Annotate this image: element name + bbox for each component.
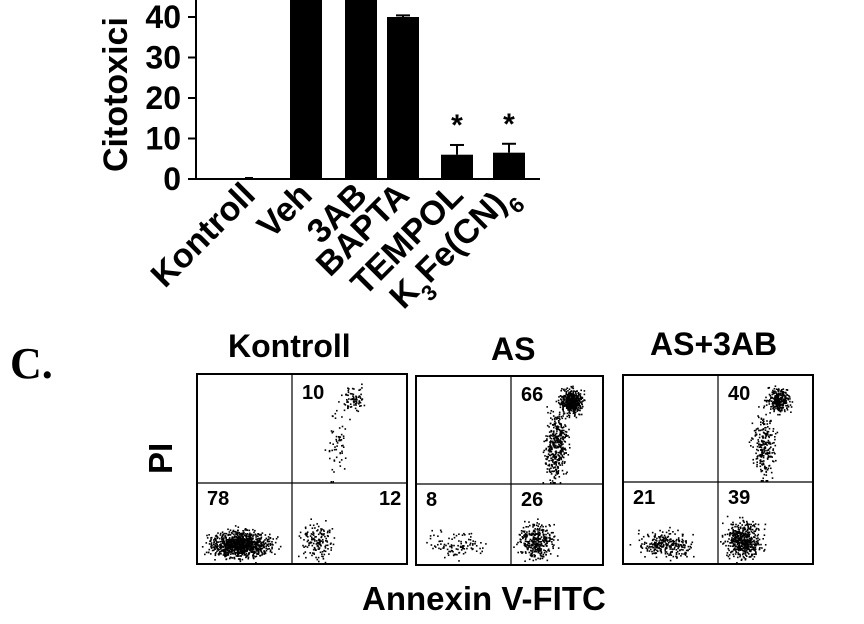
event-dots bbox=[201, 383, 366, 564]
quadrant-label-bg bbox=[205, 488, 231, 509]
quadrant-label-bg bbox=[519, 384, 545, 405]
y-ticks: 01020304050 bbox=[145, 0, 196, 197]
x-tick-label: Veh bbox=[250, 176, 320, 246]
flow-cytometry-plots: 10 78 12 66 8 26 40 21 39 bbox=[196, 373, 814, 566]
event-dots bbox=[629, 385, 794, 564]
quadrant-label-bg bbox=[631, 487, 657, 508]
flow-plot-2: 66 8 26 bbox=[415, 375, 604, 566]
flow-plot-3: 40 21 39 bbox=[622, 374, 814, 565]
x-axis-label-annexin: Annexin V-FITC bbox=[362, 580, 606, 617]
bar-tempol bbox=[441, 154, 473, 179]
quadrant-label-bg bbox=[377, 488, 403, 509]
event-dots bbox=[426, 385, 586, 562]
quadrant-label-bg bbox=[726, 487, 752, 508]
quadrant-label-bg bbox=[424, 489, 450, 510]
flow-plot-frame bbox=[415, 375, 604, 566]
quadrant-percent-lower-left: 21 bbox=[633, 487, 655, 509]
quadrant-percent-upper-right: 66 bbox=[521, 384, 543, 406]
quadrant-percent-lower-left: 8 bbox=[426, 489, 437, 511]
flow-plot-title-as-3ab: AS+3AB bbox=[650, 326, 777, 362]
quadrant-percent-upper-right: 40 bbox=[728, 383, 750, 405]
x-tick-label-part: Veh bbox=[250, 176, 320, 246]
y-axis-label-pi: PI bbox=[142, 443, 179, 474]
quadrant-label-bg bbox=[519, 489, 545, 510]
bar-k3fe-cn-6 bbox=[493, 152, 525, 179]
panel-label: C. bbox=[10, 339, 53, 388]
bar-chart: Citotoxici 01020304050 ** KontrollVeh3AB… bbox=[97, 0, 540, 316]
y-tick-label: 10 bbox=[145, 121, 181, 157]
significance-marker: * bbox=[451, 109, 463, 142]
quadrant-label-bg bbox=[726, 383, 752, 404]
flow-plot-title-as: AS bbox=[491, 331, 535, 367]
quadrant-percent-lower-right: 12 bbox=[379, 488, 401, 510]
y-tick-label: 20 bbox=[145, 80, 181, 116]
quadrant-label-bg bbox=[300, 382, 326, 403]
x-tick-label-part: Kontroll bbox=[144, 176, 263, 295]
y-tick-label: 40 bbox=[145, 0, 181, 35]
y-axis-label: Citotoxici bbox=[97, 17, 135, 172]
bar-3ab bbox=[345, 0, 377, 179]
flow-plot-1: 10 78 12 bbox=[196, 373, 408, 565]
flow-plot-title-kontroll: Kontroll bbox=[228, 328, 351, 364]
quadrant-percent-lower-right: 39 bbox=[728, 487, 750, 509]
significance-marker: * bbox=[503, 108, 515, 141]
x-tick-label: Kontroll bbox=[144, 176, 263, 295]
bar-veh bbox=[290, 0, 322, 179]
bars: * * bbox=[245, 0, 525, 179]
quadrant-percent-lower-left: 78 bbox=[207, 488, 229, 510]
quadrant-percent-lower-right: 26 bbox=[521, 489, 543, 511]
bar-bapta bbox=[387, 17, 419, 179]
y-tick-label: 30 bbox=[145, 40, 181, 76]
quadrant-percent-upper-right: 10 bbox=[302, 382, 324, 404]
y-tick-label: 0 bbox=[163, 161, 181, 197]
flow-plot-frame bbox=[196, 373, 408, 565]
